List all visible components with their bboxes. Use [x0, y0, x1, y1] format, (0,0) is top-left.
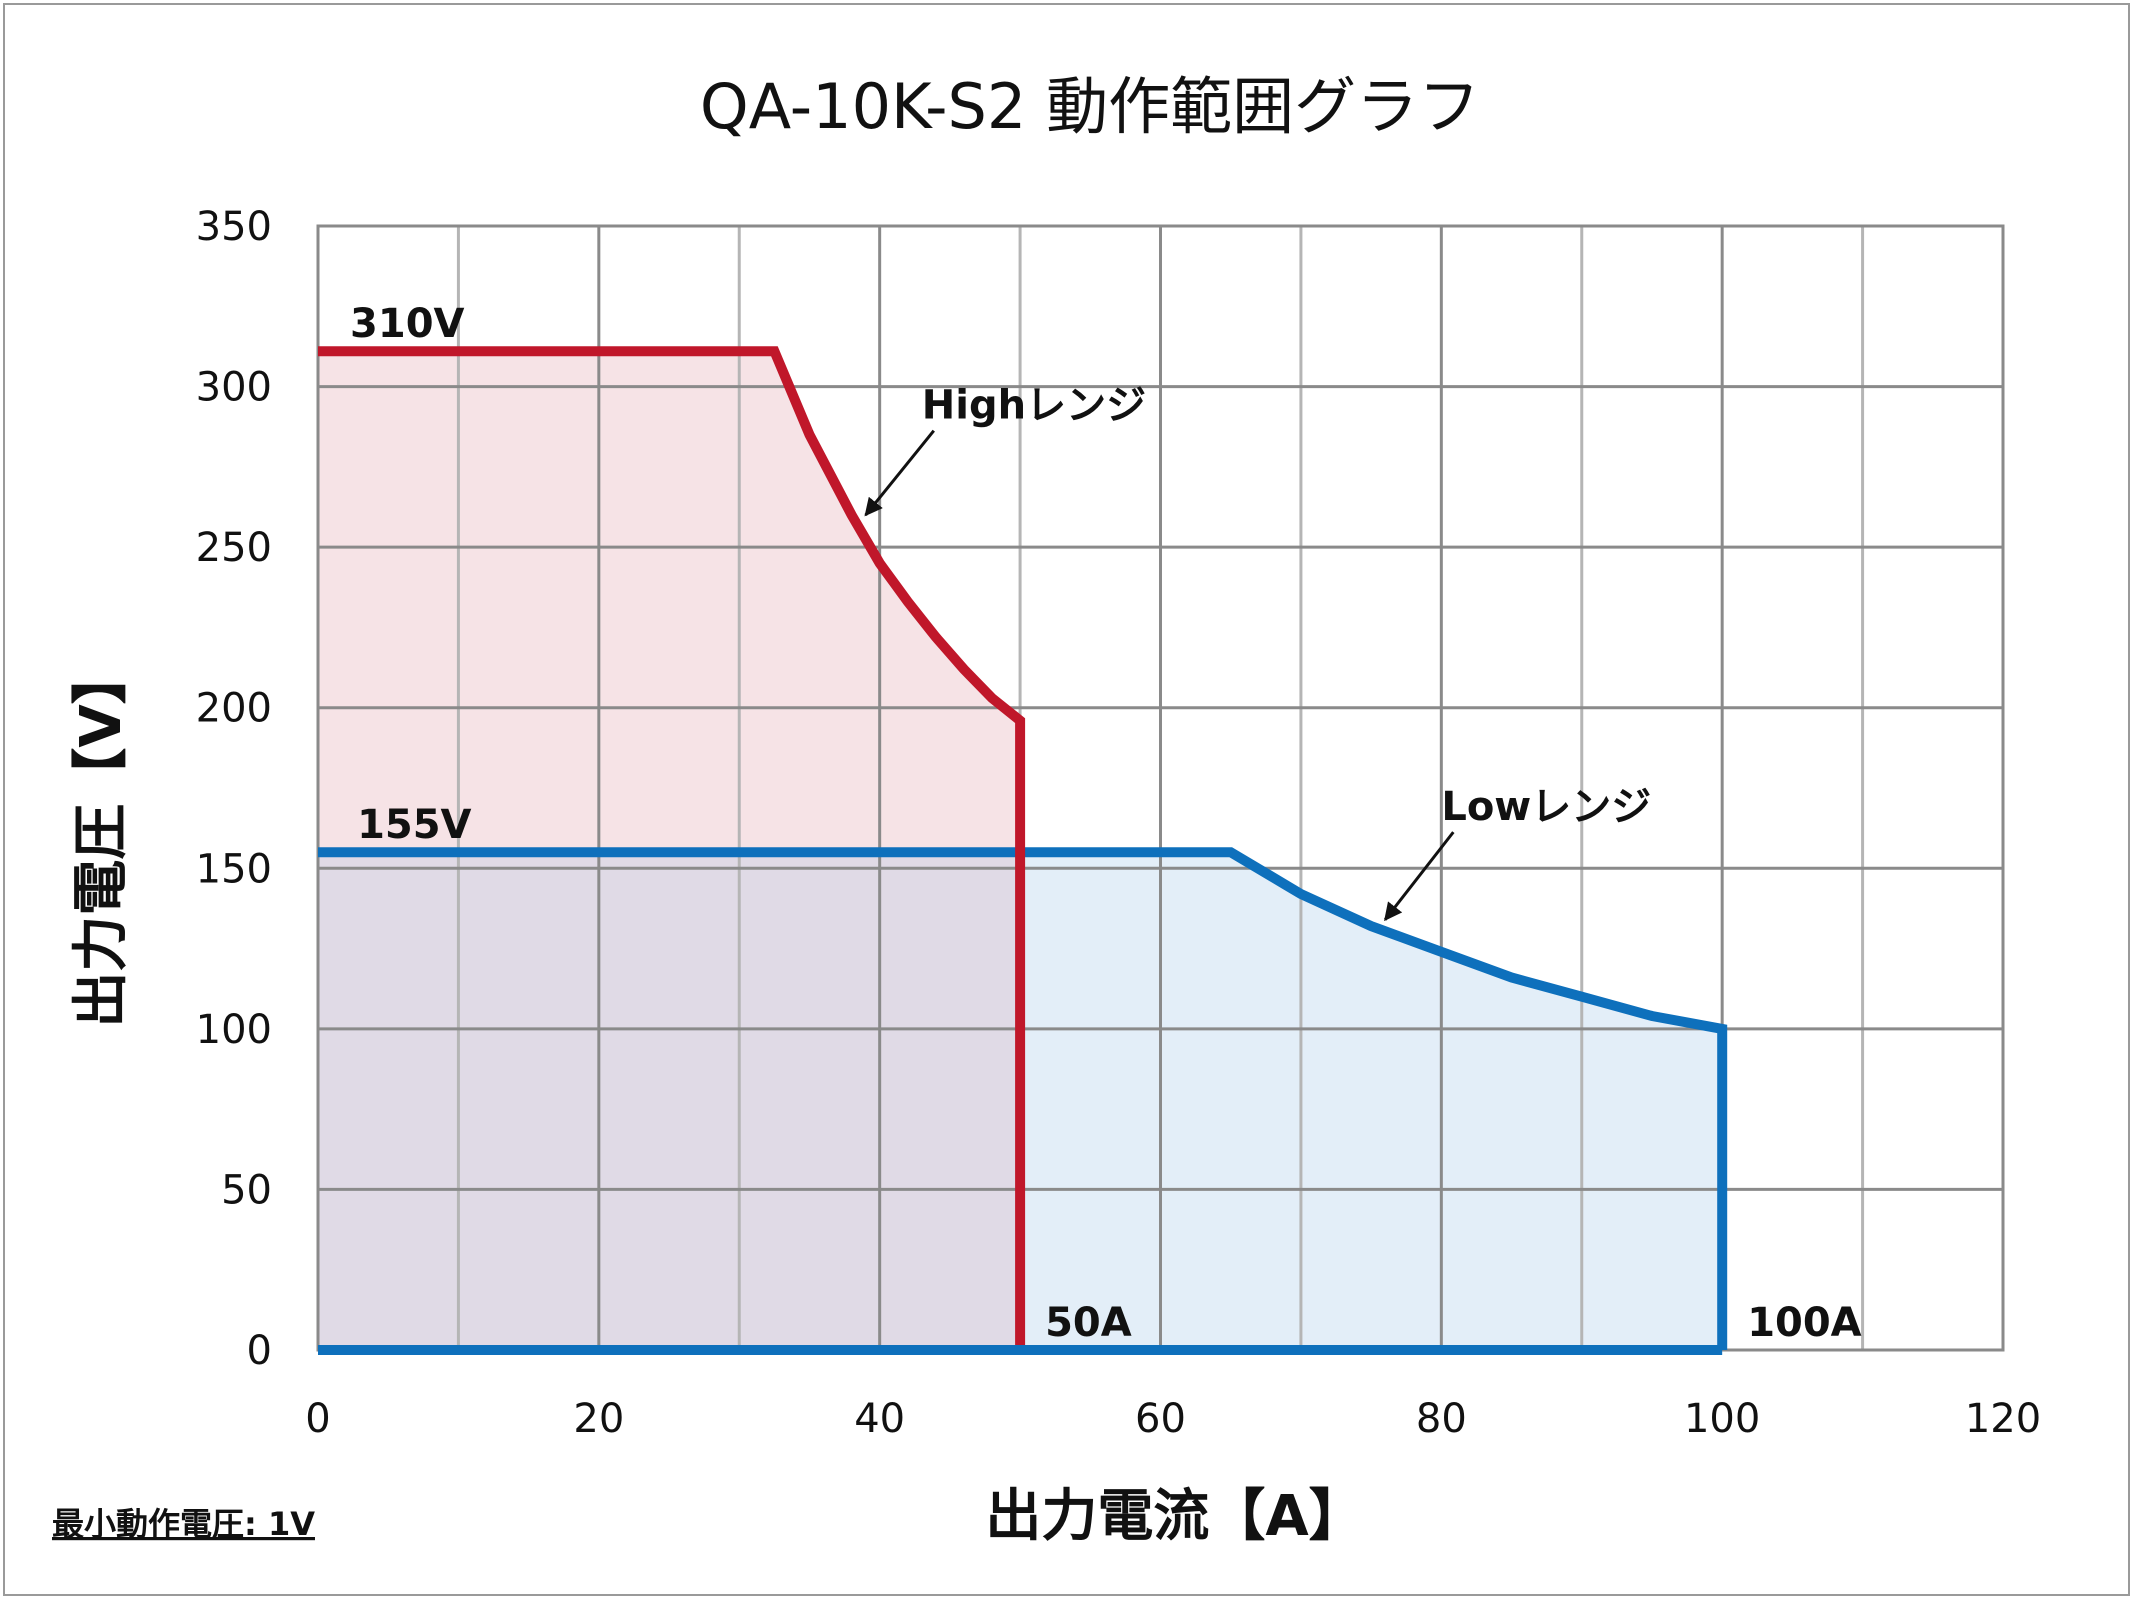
annotation-label: 100A	[1747, 1300, 1861, 1346]
x-tick-label: 60	[1135, 1396, 1186, 1442]
overlap-fill	[318, 852, 1021, 1350]
y-tick-label: 50	[221, 1167, 272, 1213]
x-tick-label: 100	[1684, 1396, 1760, 1442]
y-axis-title: 出力電圧【V】	[69, 648, 134, 1027]
x-tick-label: 120	[1965, 1396, 2041, 1442]
x-tick-label: 0	[305, 1396, 330, 1442]
annotation-label: 155V	[357, 802, 471, 848]
x-tick-label: 40	[854, 1396, 905, 1442]
plot-lines	[318, 346, 1728, 1355]
series-label: Lowレンジ	[1441, 784, 1651, 830]
series-label-arrow	[1383, 831, 1455, 922]
x-tick-label: 20	[573, 1396, 624, 1442]
series-line-1	[318, 847, 1728, 1350]
y-tick-label: 100	[196, 1007, 272, 1053]
x-tick-label: 80	[1416, 1396, 1467, 1442]
chart-title: QA-10K-S2 動作範囲グラフ	[700, 70, 1480, 143]
y-tick-labels: 0 50 100 150 200 250 300 350	[196, 204, 272, 1374]
annotations: 310V 155V 50A 100A	[350, 301, 1862, 1346]
y-tick-label: 350	[196, 204, 272, 250]
y-tick-label: 300	[196, 365, 272, 411]
series-label: Highレンジ	[922, 383, 1146, 429]
y-tick-label: 150	[196, 846, 272, 892]
y-tick-label: 0	[247, 1328, 272, 1374]
series-labels: Highレンジ Lowレンジ	[864, 383, 1651, 922]
y-tick-label: 200	[196, 686, 272, 732]
y-tick-label: 250	[196, 525, 272, 571]
annotation-label: 50A	[1045, 1300, 1132, 1346]
x-axis-title: 出力電流【A】	[985, 1484, 1364, 1549]
series-line-0	[318, 346, 1026, 1350]
series-label-arrow	[864, 429, 935, 517]
footnote-min-voltage: 最小動作電圧: 1V	[52, 1505, 315, 1543]
annotation-label: 310V	[350, 301, 464, 347]
x-tick-labels: 0 20 40 60 80 100 120	[305, 1396, 2041, 1442]
